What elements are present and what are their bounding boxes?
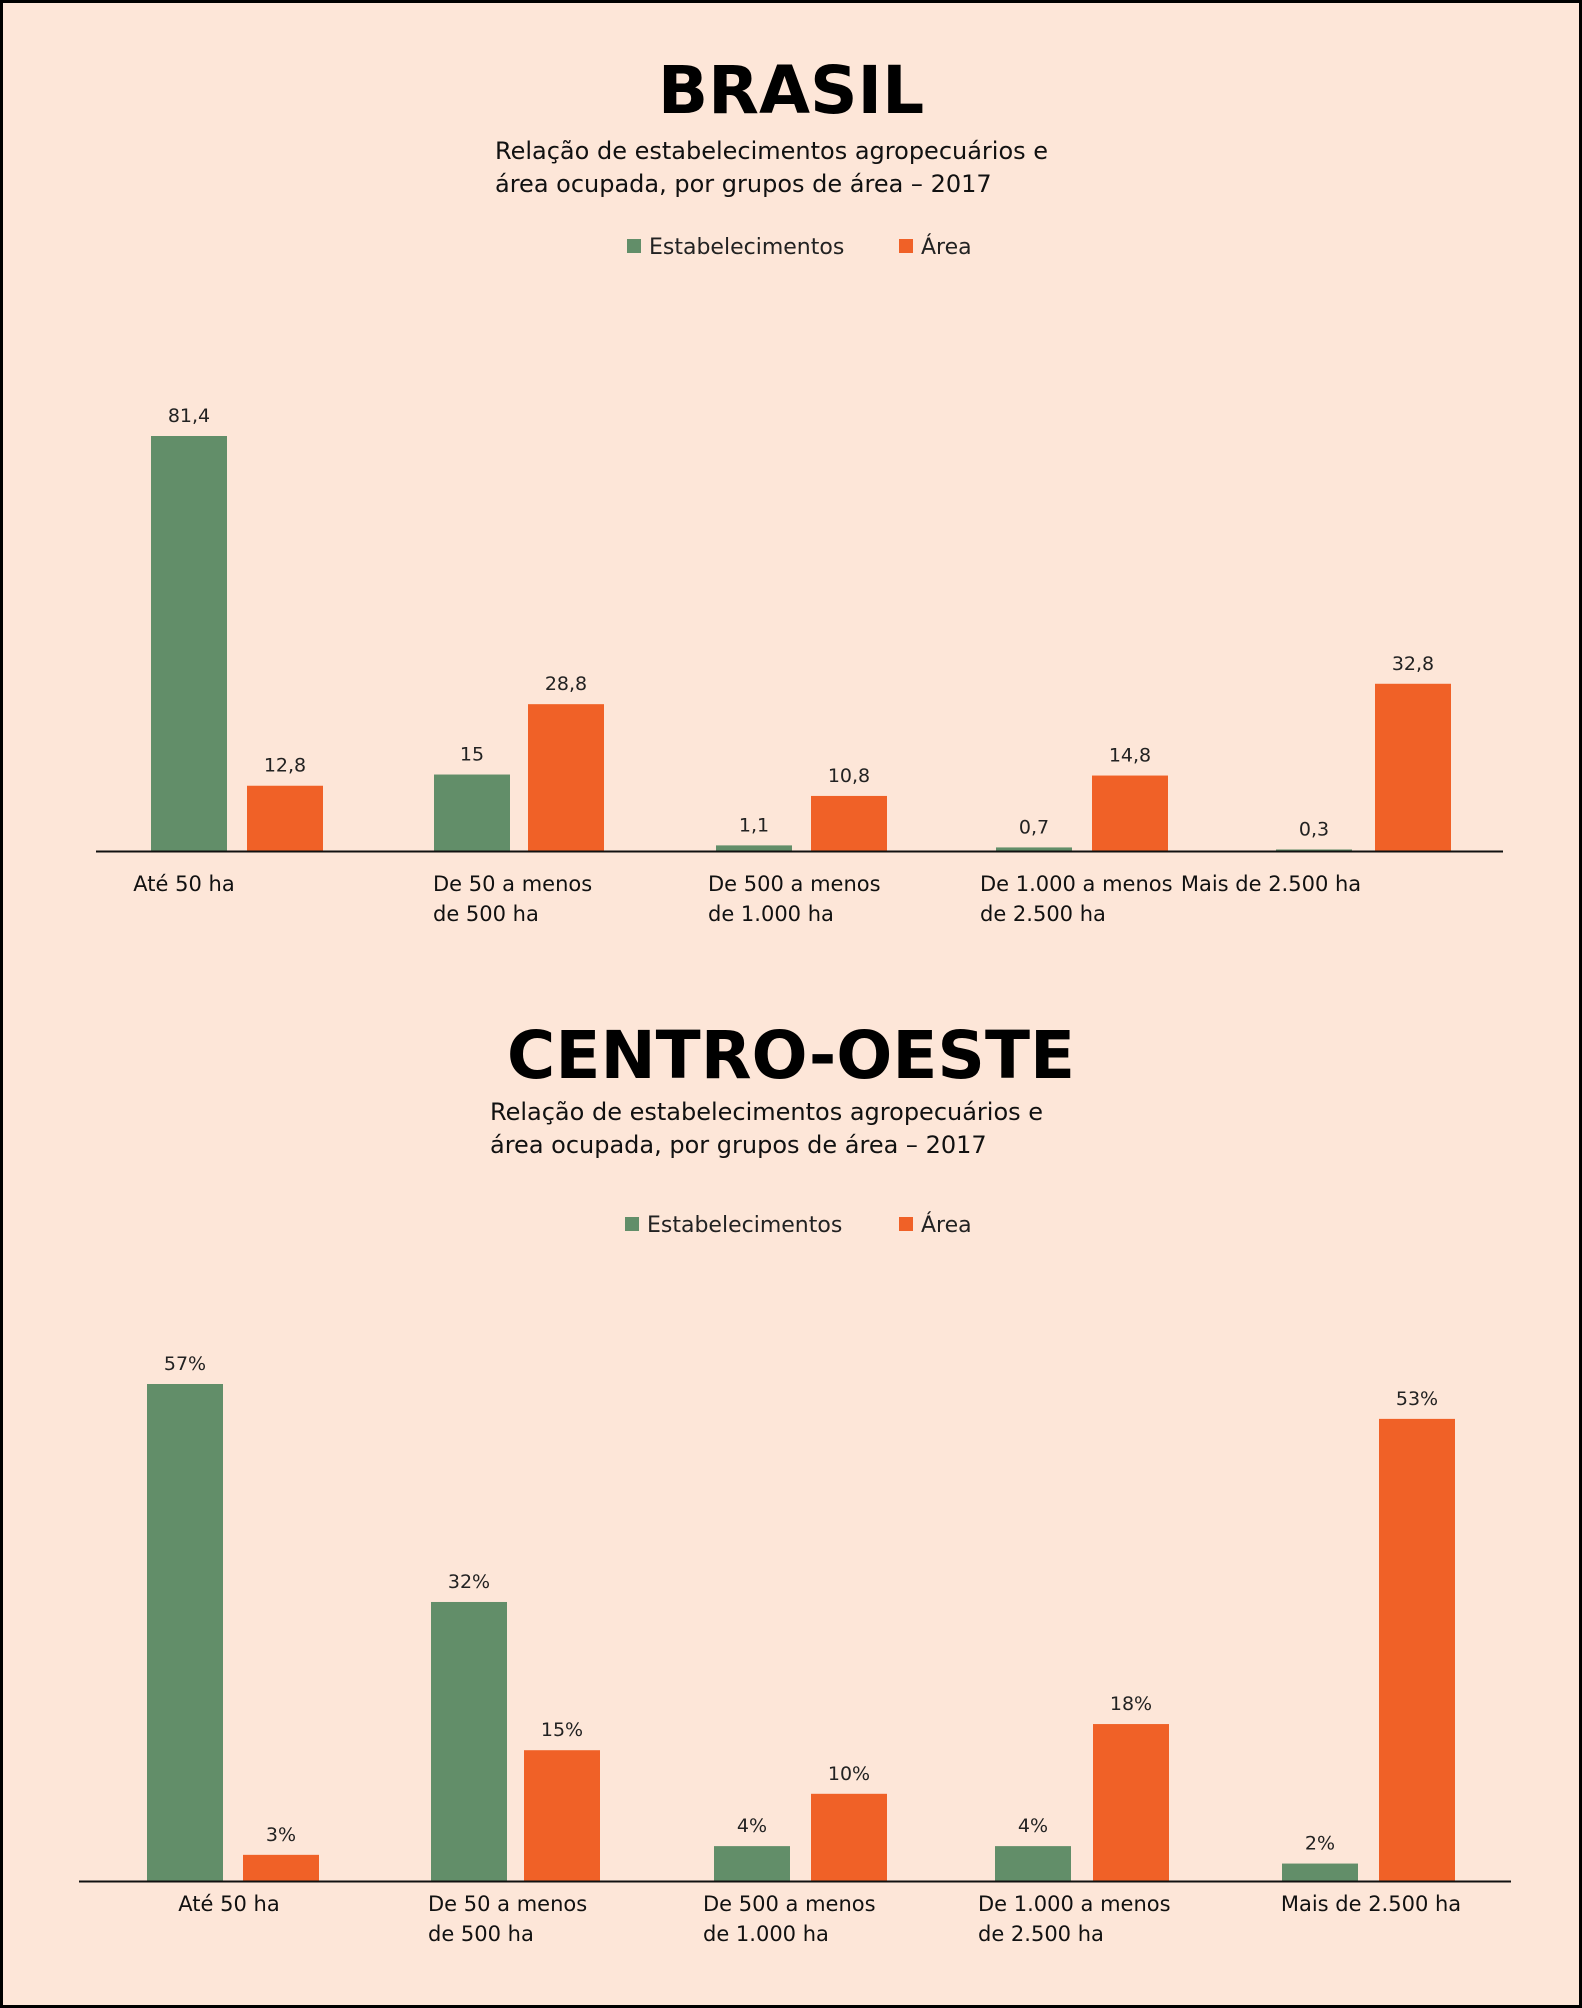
bar-area-4 bbox=[1375, 683, 1451, 851]
category-label-line: De 500 a menos bbox=[703, 1892, 876, 1916]
legend-swatch-area bbox=[899, 239, 913, 253]
centro-oeste-legend: Estabelecimentos Área bbox=[3, 1213, 1579, 1239]
category-label-line: De 1.000 a menos bbox=[978, 1892, 1171, 1916]
data-label-estabelecimentos-4: 0,3 bbox=[1299, 818, 1329, 840]
category-label-0: Até 50 ha bbox=[178, 1892, 279, 1916]
category-label-0: Até 50 ha bbox=[133, 872, 234, 896]
data-label-estabelecimentos-2: 1,1 bbox=[739, 814, 769, 836]
category-label-line: de 2.500 ha bbox=[980, 902, 1106, 926]
legend-swatch-estabelecimentos bbox=[625, 1217, 639, 1231]
centro-oeste-title: CENTRO-OESTE bbox=[506, 1017, 1076, 1094]
category-label-line: Mais de 2.500 ha bbox=[1281, 1892, 1461, 1916]
bar-area-3 bbox=[1092, 775, 1168, 851]
data-label-area-3: 18% bbox=[1110, 1693, 1152, 1715]
data-label-area-2: 10% bbox=[828, 1763, 870, 1785]
category-label-2: De 500 a menos de 1.000 ha bbox=[703, 1892, 876, 1946]
data-label-area-4: 32,8 bbox=[1392, 653, 1434, 675]
data-label-estabelecimentos-1: 32% bbox=[448, 1571, 490, 1593]
bar-estabelecimentos-2 bbox=[714, 1846, 790, 1881]
data-label-area-0: 12,8 bbox=[264, 755, 306, 777]
bar-area-3 bbox=[1093, 1724, 1169, 1881]
category-label-line: de 1.000 ha bbox=[703, 1922, 829, 1946]
bar-area-1 bbox=[524, 1750, 600, 1881]
category-label-line: de 500 ha bbox=[433, 902, 539, 926]
centro-oeste-panel: CENTRO-OESTE Relação de estabelecimentos… bbox=[3, 963, 1579, 2005]
centro-oeste-subtitle-line1: Relação de estabelecimentos agropecuário… bbox=[490, 1098, 1044, 1126]
centro-oeste-legend-area: Área bbox=[899, 1213, 972, 1239]
bar-estabelecimentos-1 bbox=[434, 774, 510, 851]
legend-label-area: Área bbox=[921, 1213, 972, 1238]
bar-area-4 bbox=[1379, 1418, 1455, 1881]
data-label-estabelecimentos-4: 2% bbox=[1305, 1833, 1335, 1855]
bar-estabelecimentos-2 bbox=[716, 845, 792, 851]
data-label-area-1: 15% bbox=[541, 1719, 583, 1741]
bar-estabelecimentos-0 bbox=[147, 1384, 223, 1881]
legend-swatch-area bbox=[899, 1217, 913, 1231]
bar-estabelecimentos-1 bbox=[431, 1601, 507, 1881]
bar-area-0 bbox=[247, 785, 323, 851]
brasil-legend: Estabelecimentos Área bbox=[3, 235, 1579, 261]
legend-label-estabelecimentos: Estabelecimentos bbox=[649, 235, 845, 260]
category-label-line: Até 50 ha bbox=[133, 872, 234, 896]
category-label-line: De 50 a menos bbox=[433, 872, 592, 896]
bar-estabelecimentos-3 bbox=[995, 1846, 1071, 1881]
bar-estabelecimentos-4 bbox=[1276, 849, 1352, 851]
brasil-subtitle: Relação de estabelecimentos agropecuário… bbox=[495, 135, 1135, 201]
bar-estabelecimentos-4 bbox=[1282, 1863, 1358, 1881]
category-label-line: De 1.000 a menos bbox=[980, 872, 1173, 896]
centro-oeste-subtitle-line2: área ocupada, por grupos de área – 2017 bbox=[490, 1131, 987, 1159]
data-label-area-1: 28,8 bbox=[545, 673, 587, 695]
data-label-estabelecimentos-0: 81,4 bbox=[168, 405, 210, 427]
brasil-legend-area: Área bbox=[899, 235, 972, 261]
category-label-1: De 50 a menos de 500 ha bbox=[428, 1892, 587, 1946]
category-label-line: De 500 a menos bbox=[708, 872, 881, 896]
category-label-3: De 1.000 a menos de 2.500 ha bbox=[978, 1892, 1171, 1946]
data-label-area-0: 3% bbox=[266, 1824, 296, 1846]
category-label-3: De 1.000 a menos de 2.500 ha bbox=[980, 872, 1173, 926]
legend-swatch-estabelecimentos bbox=[627, 239, 641, 253]
legend-label-area: Área bbox=[921, 235, 972, 260]
brasil-legend-estabelecimentos: Estabelecimentos bbox=[627, 235, 844, 261]
bar-area-0 bbox=[243, 1854, 319, 1881]
legend-label-estabelecimentos: Estabelecimentos bbox=[647, 1213, 843, 1238]
category-label-line: de 500 ha bbox=[428, 1922, 534, 1946]
data-label-area-2: 10,8 bbox=[828, 765, 870, 787]
category-label-4: Mais de 2.500 ha bbox=[1281, 1892, 1461, 1916]
centro-oeste-legend-estabelecimentos: Estabelecimentos bbox=[625, 1213, 842, 1239]
category-label-line: De 50 a menos bbox=[428, 1892, 587, 1916]
category-label-4: Mais de 2.500 ha bbox=[1181, 872, 1361, 896]
brasil-title: BRASIL bbox=[657, 52, 925, 129]
bar-estabelecimentos-3 bbox=[996, 847, 1072, 851]
data-label-estabelecimentos-3: 0,7 bbox=[1019, 816, 1049, 838]
bar-estabelecimentos-0 bbox=[151, 436, 227, 851]
data-label-area-3: 14,8 bbox=[1109, 745, 1151, 767]
bar-area-1 bbox=[528, 704, 604, 851]
category-label-2: De 500 a menos de 1.000 ha bbox=[708, 872, 881, 926]
category-label-line: de 2.500 ha bbox=[978, 1922, 1104, 1946]
brasil-panel: BRASIL Relação de estabelecimentos agrop… bbox=[3, 3, 1579, 963]
data-label-estabelecimentos-1: 15 bbox=[460, 744, 484, 766]
data-label-estabelecimentos-3: 4% bbox=[1018, 1815, 1048, 1837]
category-label-line: Até 50 ha bbox=[178, 1892, 279, 1916]
brasil-subtitle-line1: Relação de estabelecimentos agropecuário… bbox=[495, 137, 1049, 165]
data-label-area-4: 53% bbox=[1396, 1388, 1438, 1410]
brasil-bar-chart: 81,4 15 1,1 0,7 0,3 12,8 28,8 10,8 14,8 32,8 Até 5… bbox=[96, 405, 1503, 926]
category-label-1: De 50 a menos de 500 ha bbox=[433, 872, 592, 926]
brasil-subtitle-line2: área ocupada, por grupos de área – 2017 bbox=[495, 170, 992, 198]
data-label-estabelecimentos-0: 57% bbox=[164, 1353, 206, 1375]
bar-area-2 bbox=[811, 1793, 887, 1881]
centro-oeste-subtitle: Relação de estabelecimentos agropecuário… bbox=[490, 1096, 1130, 1162]
category-label-line: Mais de 2.500 ha bbox=[1181, 872, 1361, 896]
data-label-estabelecimentos-2: 4% bbox=[737, 1815, 767, 1837]
category-label-line: de 1.000 ha bbox=[708, 902, 834, 926]
bar-area-2 bbox=[811, 795, 887, 851]
centro-oeste-bar-chart: 57% 32% 4% 4% 2% 3% 15% 10% 18% 53% Até 50 ha De 50… bbox=[79, 1353, 1511, 1946]
